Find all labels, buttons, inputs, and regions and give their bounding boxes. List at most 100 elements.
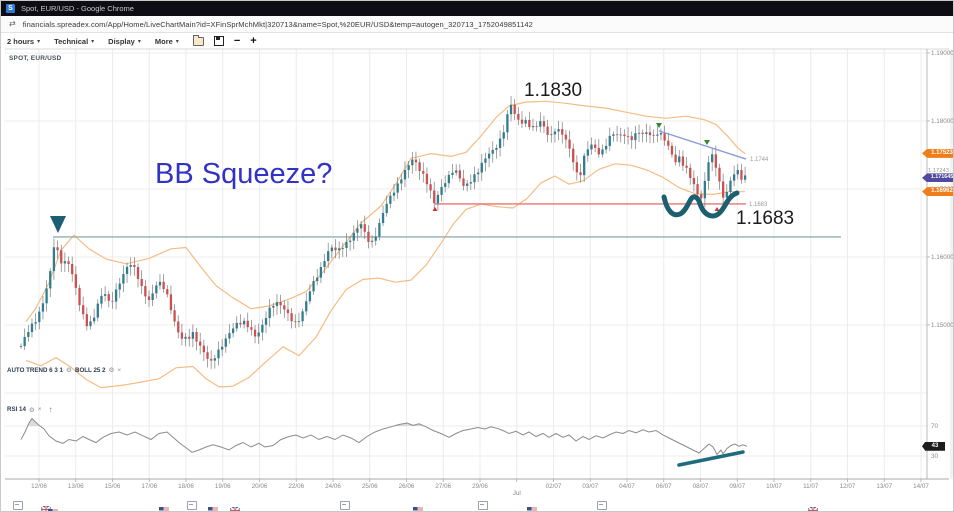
rsi-overbought-label: 70 (931, 422, 939, 430)
calendar-icon (340, 501, 350, 510)
title-bar: S Spot, EUR/USD - Google Chrome (1, 1, 953, 16)
x-axis-label: 25/06 (361, 483, 378, 490)
indicator-label-auto: AUTO TREND 6 3 1 ⚙ × (7, 366, 79, 375)
flag-gb-icon (807, 501, 819, 511)
flag-us-icon (527, 501, 537, 511)
x-axis-label: 18/06 (178, 483, 194, 490)
down-arrow-annotation[interactable] (50, 216, 66, 233)
x-axis-label: 22/06 (288, 483, 305, 490)
chevron-down-icon: ▾ (91, 38, 95, 45)
flag-us-icon (48, 503, 58, 511)
flag-us-icon (208, 501, 218, 511)
x-axis-label: 08/07 (692, 483, 709, 490)
indicator-label-rsi: RSI 14 ⚙ × ↑ (7, 405, 53, 414)
url-text[interactable]: financials.spreadex.com/App/Home/LiveCha… (22, 19, 533, 29)
y-axis-label: 1.16000 (931, 253, 954, 261)
x-axis-label: 13/07 (876, 483, 893, 490)
tab-switch-icon[interactable]: ⇄ (9, 19, 16, 28)
spreadex-favicon-icon: S (6, 4, 15, 13)
x-axis-label: 24/06 (325, 483, 341, 490)
mid-band-price-label: 1.17243 (928, 168, 949, 175)
flag-us-icon (159, 501, 169, 511)
price-tag: 1.17523 (922, 148, 953, 158)
flag-gb-icon (229, 501, 241, 511)
x-axis-label: 26/06 (398, 483, 415, 490)
x-axis-label: 06/07 (655, 483, 672, 490)
trend-line-price-label: 1.1744 (750, 157, 769, 163)
zoom-out-icon[interactable]: − (233, 35, 241, 47)
x-axis-label: 12/06 (31, 483, 47, 490)
toolbar-dropdown-technical[interactable]: Technical ▾ (54, 36, 95, 46)
indicator-name: RSI 14 (7, 406, 26, 413)
chevron-down-icon: ▾ (137, 38, 141, 45)
x-axis-label: 27/06 (435, 483, 452, 490)
indicator-label-boll: BOLL 25 2 ⚙ × (75, 366, 122, 375)
support-line-price-label: 1.1683 (749, 202, 768, 208)
calendar-icon (478, 501, 488, 510)
calendar-icon (187, 501, 197, 510)
expand-pane-icon[interactable]: ↑ (48, 405, 53, 414)
x-axis-label: 20/06 (251, 483, 268, 490)
x-axis-label: 13/06 (67, 483, 84, 490)
x-axis-label: 15/06 (104, 483, 121, 490)
indicator-name: BOLL 25 2 (75, 366, 106, 374)
close-icon[interactable]: × (74, 366, 79, 374)
price-tag: 1.16962 (922, 187, 953, 197)
chevron-down-icon: ▾ (37, 38, 41, 45)
window-right-edge (950, 49, 953, 479)
calendar-icon (597, 501, 607, 510)
instrument-label: SPOT, EUR/USD (9, 55, 62, 62)
y-axis-label: 1.18000 (931, 117, 954, 125)
x-axis-label: 14/07 (913, 483, 929, 490)
rsi-value-tag: 43 (922, 441, 945, 451)
x-axis-label: 12/07 (839, 483, 856, 490)
url-bar[interactable]: ⇄ financials.spreadex.com/App/Home/LiveC… (1, 16, 953, 33)
gear-icon[interactable]: ⚙ (65, 367, 72, 374)
indicator-name: AUTO TREND 6 3 1 (7, 366, 63, 374)
chevron-down-icon: ▾ (175, 38, 179, 45)
x-axis-label: 19/06 (214, 483, 231, 490)
chart-toolbar: 2 hours ▾ Technical ▾ Display ▾ More ▾ − + (1, 33, 953, 49)
high-price-annotation: 1.1830 (524, 80, 583, 101)
x-axis-label: 17/06 (141, 483, 158, 490)
bb-squeeze-annotation: BB Squeeze? (155, 158, 333, 190)
close-icon[interactable]: × (117, 366, 122, 374)
rsi-oversold-label: 30 (931, 452, 939, 460)
x-axis-label: 29/06 (472, 483, 488, 490)
x-axis-label: 10/07 (766, 483, 782, 490)
auto-trend-line[interactable] (658, 130, 747, 160)
close-icon[interactable]: × (37, 406, 42, 413)
toolbar-dropdown-2-hours[interactable]: 2 hours ▾ (7, 36, 41, 46)
gear-icon[interactable]: ⚙ (108, 367, 115, 374)
toolbar-dropdown-more[interactable]: More ▾ (154, 36, 179, 46)
w-pattern-annotation[interactable] (661, 190, 740, 219)
rsi-divergence-line[interactable] (677, 450, 745, 467)
x-axis-label: Jul (512, 490, 521, 497)
candlestick-series (19, 95, 747, 369)
x-axis-label: 02/07 (545, 483, 562, 490)
trend-marker-green-icon (656, 123, 662, 128)
x-axis-label: 11/07 (803, 483, 819, 490)
support-price-annotation: 1.1683 (736, 208, 795, 229)
folder-icon[interactable] (192, 34, 204, 46)
rsi-line (20, 417, 748, 456)
calendar-icon (13, 501, 23, 510)
bollinger-bands (25, 100, 746, 389)
toolbar-dropdown-display[interactable]: Display ▾ (108, 36, 141, 46)
trend-marker-green-icon (704, 140, 710, 145)
trend-marker-red-icon (432, 207, 438, 211)
flag-us-icon (413, 501, 423, 511)
trend-marker-red-icon (714, 207, 720, 211)
y-axis-label: 1.19000 (931, 49, 954, 57)
x-axis-label: 04/07 (619, 483, 635, 490)
save-icon[interactable] (213, 36, 224, 46)
price-tag: 1.171645 (922, 173, 953, 183)
x-axis-label: 09/07 (729, 483, 746, 490)
x-axis-label: 03/07 (582, 483, 599, 490)
gear-icon[interactable]: ⚙ (28, 406, 35, 414)
y-axis-label: 1.15000 (931, 321, 954, 329)
zoom-in-icon[interactable]: + (250, 35, 257, 47)
window-title: Spot, EUR/USD - Google Chrome (21, 4, 134, 13)
